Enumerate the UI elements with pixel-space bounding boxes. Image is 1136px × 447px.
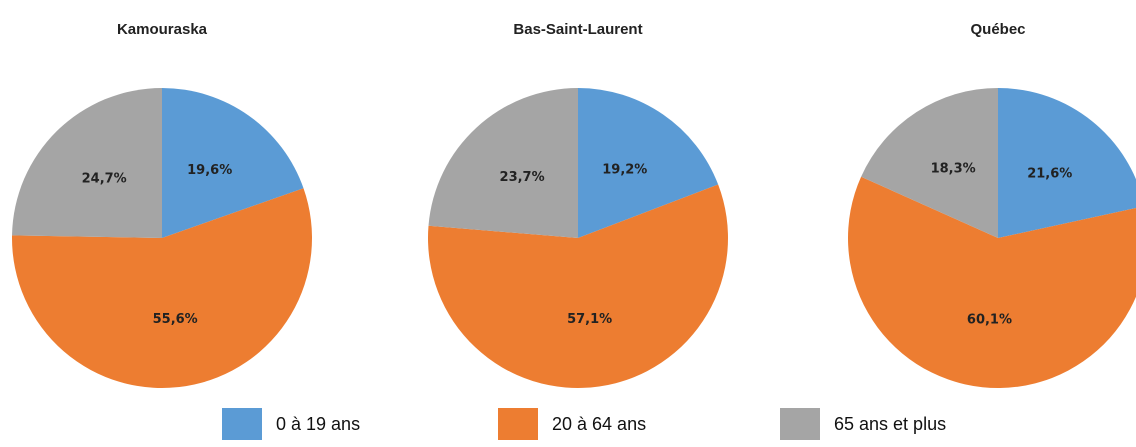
legend-label: 0 à 19 ans — [276, 414, 360, 434]
value-label: 19,6% — [187, 163, 232, 178]
value-label: 23,7% — [500, 170, 545, 185]
value-label: 18,3% — [931, 161, 976, 176]
pie-slice — [162, 88, 304, 238]
value-label: 24,7% — [82, 172, 127, 187]
value-label: 21,6% — [1027, 166, 1072, 181]
pie-slice — [428, 88, 578, 238]
value-label: 19,2% — [602, 163, 647, 178]
pie-slice — [428, 184, 728, 388]
pie-slice — [998, 88, 1136, 238]
pie-slice — [12, 88, 163, 238]
value-label: 55,6% — [153, 312, 198, 327]
legend-swatch — [780, 408, 820, 440]
pie-slice — [848, 176, 1136, 388]
pie-slice — [861, 88, 998, 238]
legend-label: 65 ans et plus — [834, 414, 946, 434]
legend-swatch — [498, 408, 538, 440]
chart-title: Bas-Saint-Laurent — [513, 21, 642, 38]
chart-title: Kamouraska — [117, 21, 208, 38]
chart-title: Québec — [970, 21, 1025, 38]
value-label: 57,1% — [567, 312, 612, 327]
pie-slice — [12, 188, 313, 388]
pie-slice — [578, 88, 719, 238]
legend-swatch — [222, 408, 262, 440]
value-label: 60,1% — [967, 313, 1012, 328]
legend-label: 20 à 64 ans — [552, 414, 646, 434]
